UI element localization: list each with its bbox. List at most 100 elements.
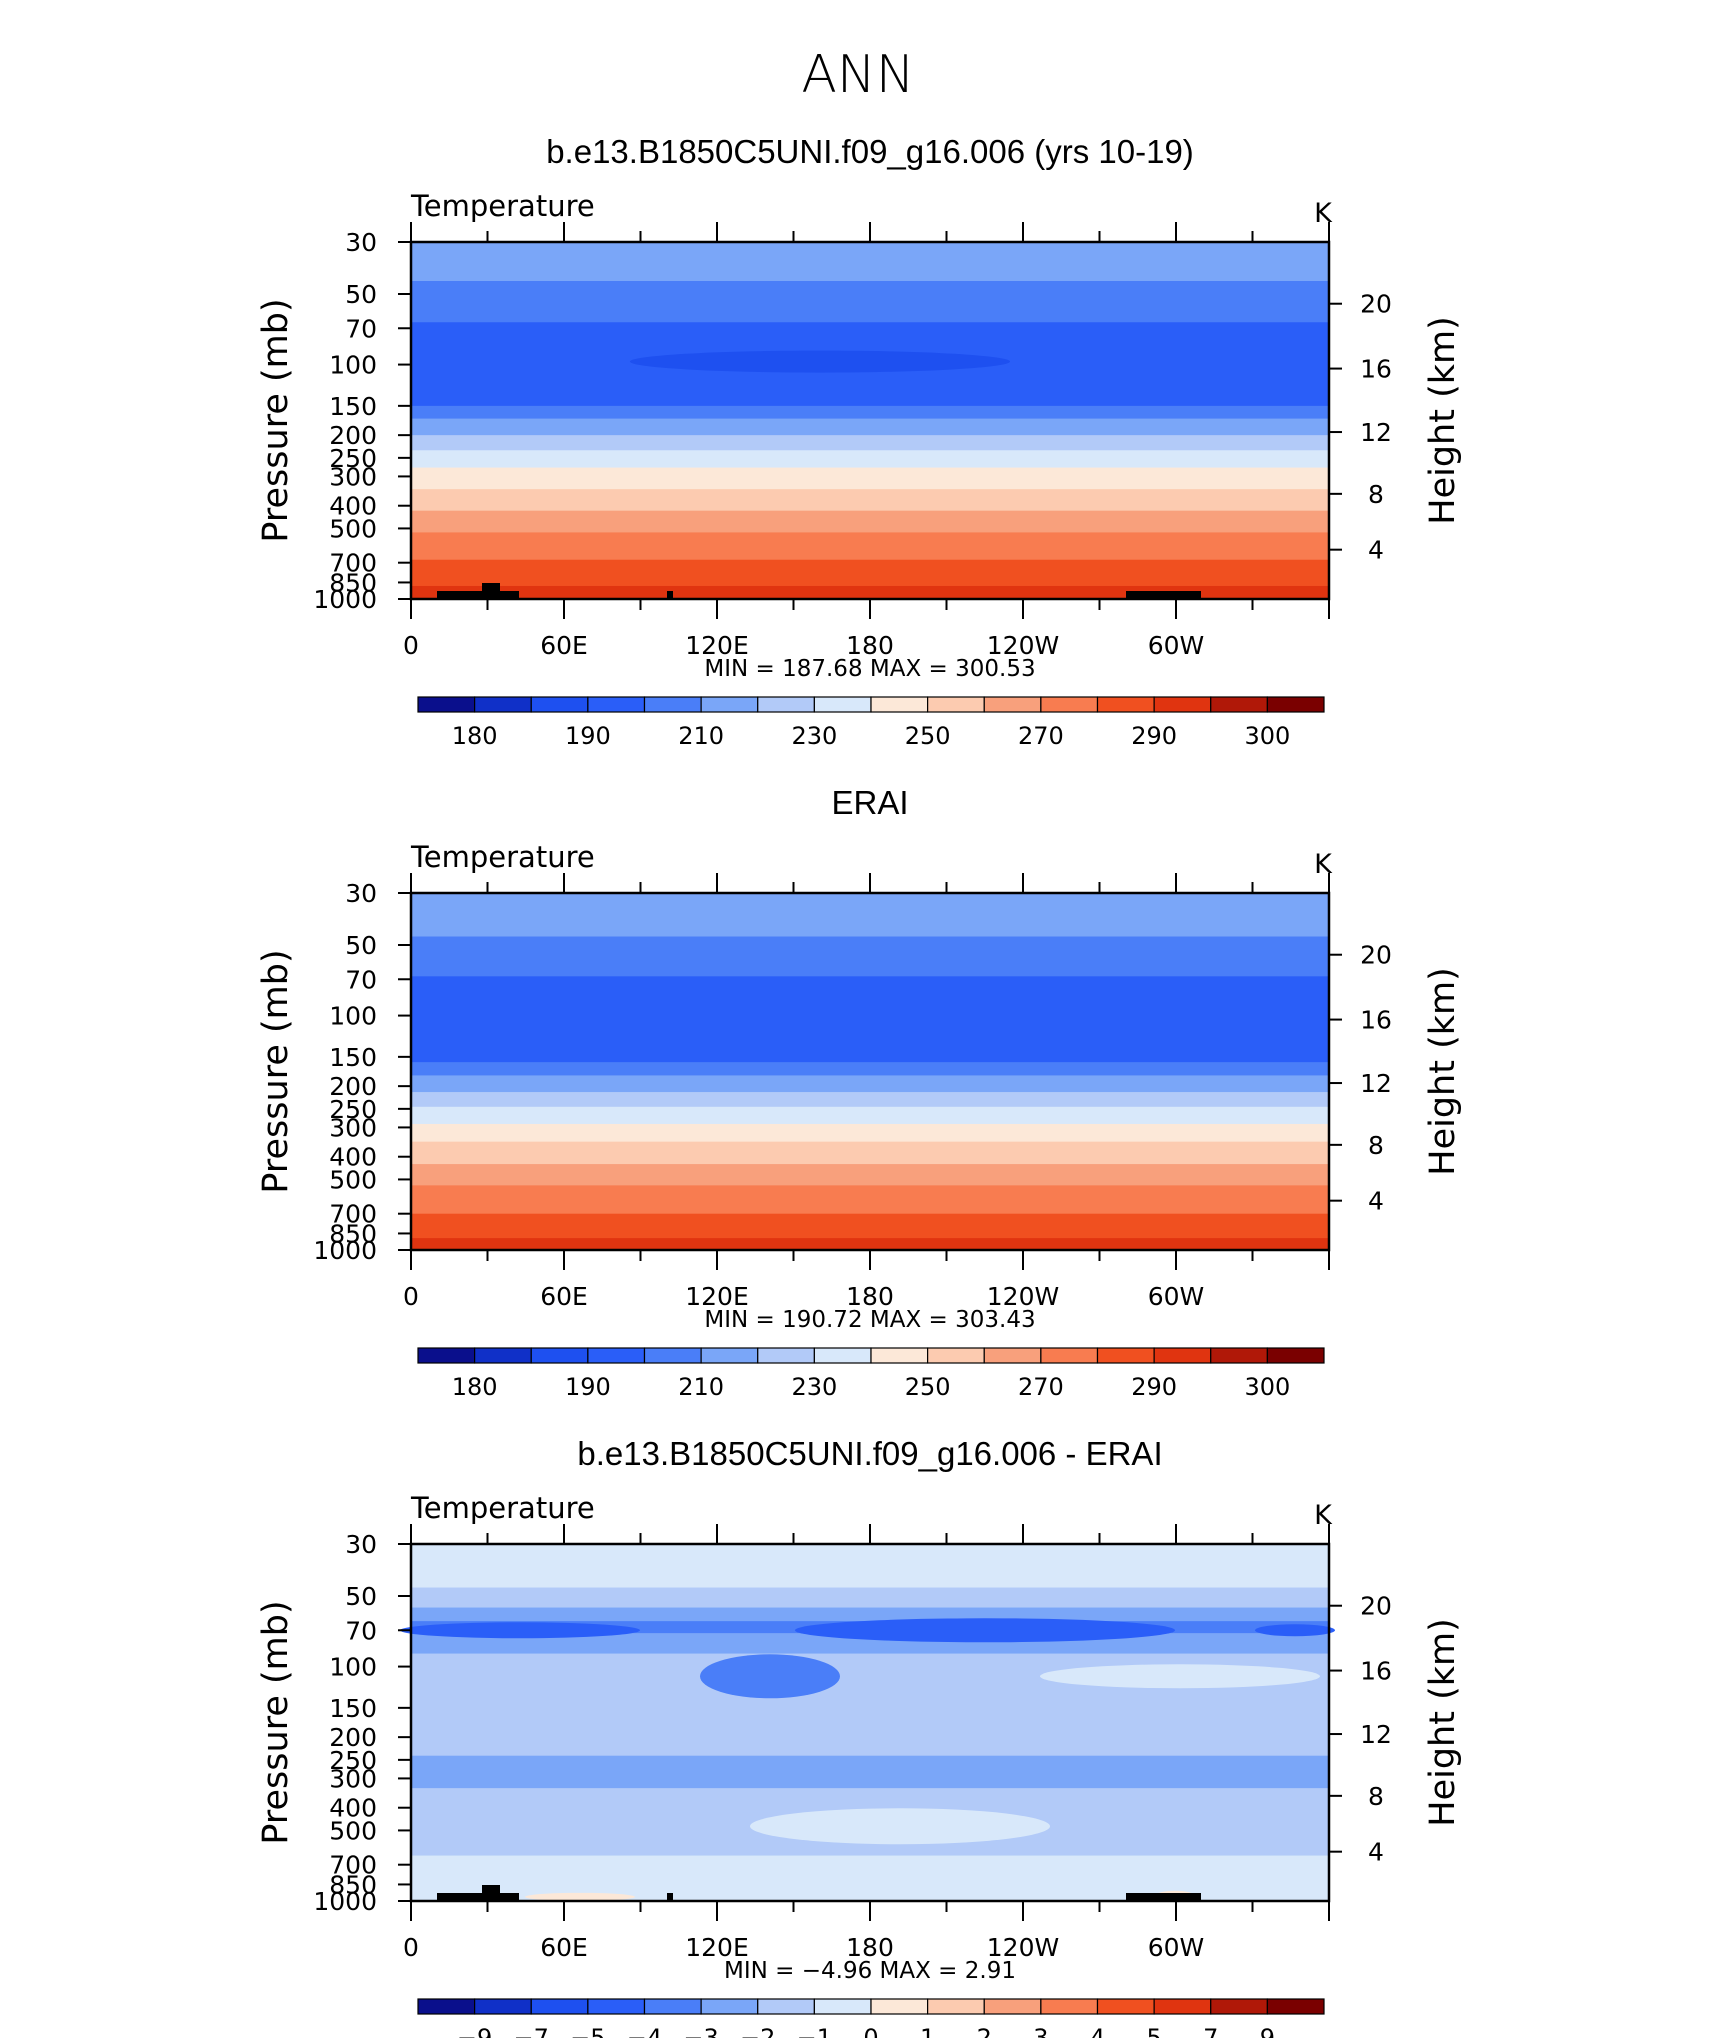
colorbar-label: 290 bbox=[1131, 722, 1177, 750]
colorbar-swatch bbox=[757, 1998, 815, 2015]
colorbar-swatch bbox=[927, 696, 985, 713]
topography-mask bbox=[667, 591, 673, 599]
colorbar-label: 180 bbox=[452, 722, 498, 750]
colorbar-swatch bbox=[1040, 696, 1099, 713]
colorbar-label: 1 bbox=[920, 2024, 935, 2038]
contour-band bbox=[411, 1092, 1329, 1108]
x-tick-label: 180 bbox=[846, 1282, 894, 1311]
colorbar-swatch bbox=[1210, 1347, 1268, 1364]
colorbar-swatch bbox=[1210, 696, 1268, 713]
x-tick-label: 180 bbox=[846, 1933, 894, 1962]
y2-tick-label: 12 bbox=[1360, 1720, 1392, 1749]
colorbar-swatch bbox=[983, 696, 1042, 713]
colorbar-label: 190 bbox=[565, 722, 611, 750]
contour-band bbox=[411, 418, 1329, 436]
colorbar-swatch bbox=[1040, 1347, 1099, 1364]
contour-band bbox=[411, 1141, 1329, 1165]
contour-band bbox=[411, 585, 1329, 600]
y-tick-label: 100 bbox=[329, 351, 377, 380]
y2-tick-label: 16 bbox=[1360, 1657, 1392, 1686]
contour-band bbox=[411, 435, 1329, 451]
min-max-text: MIN = −4.96 MAX = 2.91 bbox=[724, 1958, 1016, 1984]
colorbar-label: −1 bbox=[797, 2024, 832, 2038]
colorbar-swatch bbox=[1153, 1347, 1212, 1364]
y-tick-label: 500 bbox=[329, 1816, 377, 1845]
contour-positive-patch bbox=[525, 1892, 635, 1901]
y-tick-label: 300 bbox=[329, 462, 377, 491]
x-tick-label: 60E bbox=[540, 1282, 588, 1311]
y-tick-label: 200 bbox=[329, 1072, 377, 1101]
x-tick-label: 120W bbox=[987, 631, 1059, 660]
y2-tick-label: 8 bbox=[1368, 1782, 1384, 1811]
contour-band bbox=[411, 559, 1329, 587]
x-tick-label: 120W bbox=[987, 1282, 1059, 1311]
colorbar-swatch bbox=[1266, 696, 1325, 713]
colorbar-swatch bbox=[870, 1998, 929, 2015]
colorbar-label: 270 bbox=[1018, 722, 1064, 750]
colorbar-label: 2 bbox=[977, 2024, 992, 2038]
y-tick-label: 50 bbox=[345, 931, 377, 960]
colorbar-swatch bbox=[1040, 1998, 1099, 2015]
y-tick-label: 400 bbox=[329, 492, 377, 521]
colorbar-swatch bbox=[417, 696, 476, 713]
contour-band bbox=[411, 1106, 1329, 1125]
y2-tick-label: 8 bbox=[1368, 480, 1384, 509]
colorbar-swatch bbox=[700, 696, 759, 713]
contour-band bbox=[411, 1238, 1329, 1251]
colorbar-swatch bbox=[700, 1347, 759, 1364]
colorbar-label: 3 bbox=[1033, 2024, 1048, 2038]
contour-band bbox=[411, 1544, 1329, 1589]
figure-title: ANN bbox=[801, 45, 914, 105]
colorbar-swatch bbox=[587, 1347, 646, 1364]
contour-negative-core bbox=[1255, 1624, 1335, 1637]
colorbar-swatch bbox=[700, 1998, 759, 2015]
colorbar-swatch bbox=[813, 696, 872, 713]
contour-band bbox=[411, 450, 1329, 469]
colorbar-swatch bbox=[1210, 1998, 1268, 2015]
y-axis-label: Pressure (mb) bbox=[256, 1600, 296, 1844]
x-tick-label: 0 bbox=[403, 631, 419, 660]
y-tick-label: 30 bbox=[345, 1530, 377, 1559]
y2-tick-label: 4 bbox=[1368, 1838, 1384, 1867]
colorbar-swatch bbox=[530, 1998, 589, 2015]
colorbar-swatch bbox=[643, 696, 702, 713]
y2-tick-label: 20 bbox=[1360, 290, 1392, 319]
min-max-text: MIN = 190.72 MAX = 303.43 bbox=[704, 1307, 1035, 1333]
x-tick-label: 60W bbox=[1148, 1282, 1205, 1311]
contour-band bbox=[411, 1075, 1329, 1093]
colorbar-swatch bbox=[1153, 696, 1212, 713]
contour-band bbox=[411, 1587, 1329, 1609]
colorbar-swatch bbox=[983, 1347, 1042, 1364]
y2-tick-label: 8 bbox=[1368, 1131, 1384, 1160]
contour-band bbox=[411, 1213, 1329, 1239]
colorbar: 180 190 210 230 250 270 290 300 bbox=[417, 696, 1325, 750]
topography-mask bbox=[497, 591, 519, 599]
x-tick-label: 60W bbox=[1148, 1933, 1205, 1962]
contour-band bbox=[411, 510, 1329, 534]
colorbar-label: 210 bbox=[678, 1373, 724, 1401]
colorbar-swatch bbox=[643, 1347, 702, 1364]
y2-tick-label: 16 bbox=[1360, 355, 1392, 384]
y2-tick-label: 16 bbox=[1360, 1006, 1392, 1035]
topography-mask bbox=[437, 591, 513, 599]
y-tick-label: 30 bbox=[345, 228, 377, 257]
colorbar-label: 180 bbox=[452, 1373, 498, 1401]
colorbar-swatch bbox=[1096, 696, 1155, 713]
y-tick-label: 200 bbox=[329, 421, 377, 450]
y-tick-label: 50 bbox=[345, 280, 377, 309]
colorbar-swatch bbox=[530, 1347, 589, 1364]
colorbar-swatch bbox=[1096, 1347, 1155, 1364]
colorbar-label: 4 bbox=[1090, 2024, 1105, 2038]
contour-band bbox=[411, 405, 1329, 420]
colorbar-label: 250 bbox=[905, 1373, 951, 1401]
x-tick-label: 60E bbox=[540, 631, 588, 660]
colorbar-swatch bbox=[757, 1347, 815, 1364]
y-tick-label: 70 bbox=[345, 314, 377, 343]
y-tick-label: 250 bbox=[329, 444, 377, 473]
panel-title: b.e13.B1850C5UNI.f09_g16.006 (yrs 10-19) bbox=[546, 133, 1194, 170]
colorbar: −9 −7 −5 −4 −3 −2 −1 0 1 2 3 4 5 7 9 bbox=[417, 1998, 1325, 2038]
y-tick-label: 250 bbox=[329, 1095, 377, 1124]
y-tick-label: 400 bbox=[329, 1794, 377, 1823]
colorbar-swatch bbox=[643, 1998, 702, 2015]
topography-mask bbox=[437, 1893, 513, 1901]
